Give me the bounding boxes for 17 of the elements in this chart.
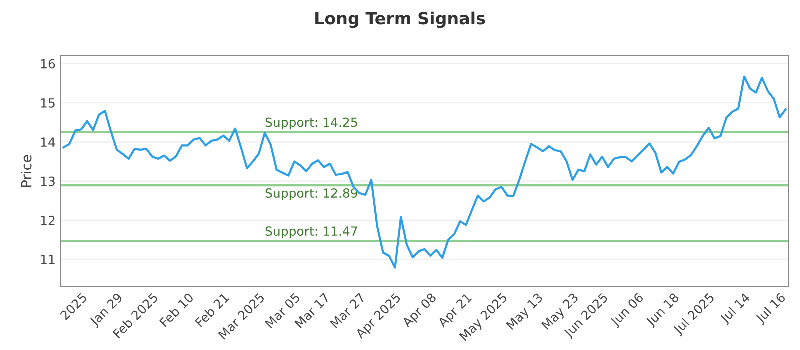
y-tick-label: 13 — [41, 176, 55, 186]
y-tick-label: 11 — [41, 255, 55, 264]
x-tick-label: Apr 08 — [402, 292, 439, 330]
ref-line-label: Support: 14.25 — [266, 118, 358, 130]
y-tick-label: 16 — [41, 59, 56, 69]
x-tick-label: Jun 06 — [610, 292, 646, 329]
y-tick-label: 14 — [41, 138, 56, 147]
x-tick-label: Feb 10 — [159, 292, 194, 328]
x-tick-label: Jul 14 — [719, 292, 752, 326]
ref-line-label: Support: 11.47 — [266, 226, 358, 238]
y-tick-label: 12 — [41, 216, 55, 226]
y-axis-title: Price — [21, 155, 32, 188]
chart-title: Long Term Signals — [316, 12, 486, 28]
line-series — [62, 76, 787, 269]
x-tick-label: Jul 16 — [754, 292, 788, 326]
ref-line-label: Support: 12.89 — [266, 188, 358, 200]
y-tick-label: 15 — [41, 98, 55, 108]
